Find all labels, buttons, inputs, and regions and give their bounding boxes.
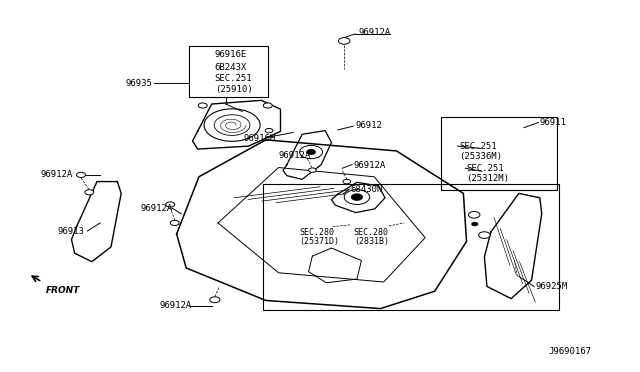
Circle shape	[170, 220, 179, 225]
Bar	[189, 46, 268, 97]
Text: SEC.251: SEC.251	[467, 164, 504, 173]
Text: SEC.251: SEC.251	[459, 142, 497, 151]
Text: (2831B): (2831B)	[354, 237, 388, 246]
Text: 96916H: 96916H	[244, 134, 276, 142]
Text: 96912A: 96912A	[278, 151, 311, 160]
Bar	[441, 116, 557, 190]
Text: (25312M): (25312M)	[467, 174, 509, 183]
Text: 96912A: 96912A	[159, 301, 191, 311]
Text: 96912A: 96912A	[140, 203, 173, 213]
Circle shape	[214, 115, 250, 135]
Text: 96916E: 96916E	[215, 51, 247, 60]
Text: 96912A: 96912A	[41, 170, 73, 179]
Text: (25910): (25910)	[215, 85, 253, 94]
Text: 96913: 96913	[58, 227, 84, 235]
Circle shape	[300, 145, 323, 159]
Circle shape	[472, 222, 478, 226]
Circle shape	[210, 297, 220, 303]
Circle shape	[166, 202, 175, 207]
Bar	[262, 184, 559, 310]
Text: 6B243X: 6B243X	[215, 63, 247, 72]
Text: 68430N: 68430N	[351, 185, 383, 194]
Circle shape	[479, 232, 490, 238]
Circle shape	[85, 190, 94, 195]
Circle shape	[339, 38, 350, 44]
Circle shape	[204, 109, 260, 141]
Circle shape	[307, 150, 316, 155]
Circle shape	[198, 103, 207, 108]
Text: 96912A: 96912A	[358, 28, 390, 37]
Text: SEC.251: SEC.251	[215, 74, 253, 83]
Text: J9690167: J9690167	[548, 347, 591, 356]
Text: 96935: 96935	[125, 79, 152, 88]
Circle shape	[351, 194, 363, 201]
Circle shape	[344, 190, 370, 205]
Text: SEC.280: SEC.280	[299, 228, 334, 237]
Text: 96912: 96912	[355, 121, 382, 129]
Text: 96911: 96911	[540, 118, 566, 127]
Circle shape	[265, 128, 273, 133]
Circle shape	[263, 103, 272, 108]
Text: (25336M): (25336M)	[459, 152, 502, 161]
Circle shape	[77, 172, 86, 177]
Circle shape	[343, 179, 351, 184]
Text: 96912A: 96912A	[354, 161, 386, 170]
Text: SEC.280: SEC.280	[354, 228, 388, 237]
Circle shape	[468, 211, 480, 218]
Text: 96925M: 96925M	[536, 282, 568, 291]
Circle shape	[308, 168, 316, 172]
Text: (25371D): (25371D)	[299, 237, 339, 246]
Text: FRONT: FRONT	[46, 286, 80, 295]
